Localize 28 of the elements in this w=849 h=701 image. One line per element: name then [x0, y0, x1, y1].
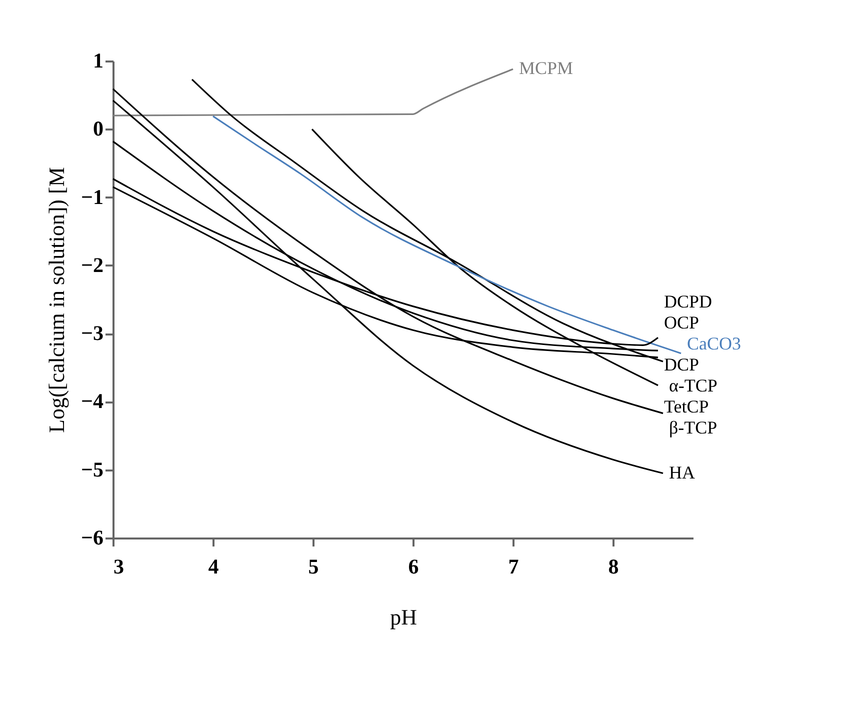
series-label: β-TCP [669, 418, 718, 438]
x-axis-title: pH [390, 604, 418, 630]
line-series [112, 88, 664, 414]
x-tick-label: 7 [508, 554, 519, 578]
y-tick-label: 0 [93, 116, 104, 141]
series-label: CaCO3 [687, 334, 741, 354]
series-label: DCPD [664, 292, 712, 312]
x-tick-label: 6 [408, 554, 419, 578]
y-axis-title: Log([calcium in solution]) [M [44, 167, 70, 433]
series-label: TetCP [664, 396, 709, 417]
y-tick-label: −2 [81, 252, 104, 277]
series-label: MCPM [519, 58, 574, 78]
line-series [112, 68, 514, 116]
x-tick-label: 4 [208, 554, 220, 578]
line-series [112, 100, 664, 474]
y-tick-label: −5 [81, 457, 104, 482]
x-tick-label: 8 [608, 554, 619, 578]
y-tick-label: −3 [81, 321, 104, 346]
series-label: α-TCP [669, 376, 718, 396]
y-tick-label: −4 [81, 389, 104, 414]
x-tick-label: 5 [308, 554, 319, 578]
series-label: OCP [664, 312, 700, 333]
series-label: DCP [664, 354, 700, 375]
series-label: HA [669, 462, 695, 482]
y-tick-label: −1 [81, 184, 104, 209]
y-tick-label: 1 [93, 48, 104, 72]
y-tick-label: −6 [81, 526, 104, 550]
x-tick-label: 3 [114, 554, 124, 578]
